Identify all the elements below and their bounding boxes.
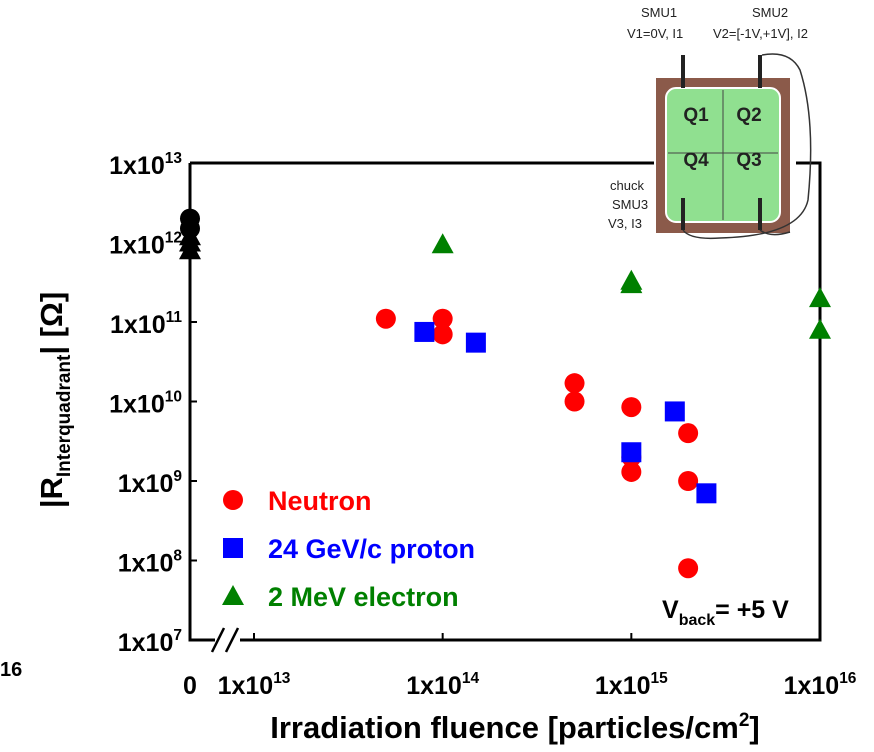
marker-square xyxy=(696,483,717,504)
x-tick-label: 1x1014 xyxy=(406,670,479,700)
marker-circle xyxy=(621,461,642,482)
tick-exponent: 13 xyxy=(273,670,291,687)
marker-triangle xyxy=(431,233,454,254)
tick-base: 1x10 xyxy=(218,672,274,700)
x-axis-label: Irradiation fluence [particles/cm2] xyxy=(270,710,760,745)
marker-square xyxy=(465,332,486,353)
y-tick-label: 1x109 xyxy=(118,468,183,498)
marker-triangle xyxy=(809,318,831,339)
quadrant-label: Q2 xyxy=(736,105,761,126)
tick-base: 1x10 xyxy=(109,232,165,260)
marker-square xyxy=(664,401,685,422)
inset-label: SMU3 xyxy=(612,197,648,212)
axis-break xyxy=(210,627,240,653)
legend-label: 2 MeV electron xyxy=(268,582,459,612)
marker-circle xyxy=(432,308,453,329)
y-label-text: | [Ω] xyxy=(34,292,69,355)
tick-exponent: 13 xyxy=(165,150,183,167)
tick-base: 1x10 xyxy=(118,629,174,657)
tick-base: 1x10 xyxy=(109,152,165,180)
marker-triangle xyxy=(179,239,201,260)
x-label-sup: 2 xyxy=(739,710,750,731)
quadrant-label: Q4 xyxy=(683,150,709,171)
tick-base: 1x10 xyxy=(109,391,165,419)
x-label-text: ] xyxy=(749,710,759,745)
marker-circle xyxy=(432,324,453,345)
tick-exponent: 15 xyxy=(651,670,669,687)
axes xyxy=(188,161,822,653)
tick-base: 1x10 xyxy=(784,672,840,700)
marker-circle xyxy=(678,558,699,579)
wires xyxy=(682,53,812,240)
x-tick-label: 1x1013 xyxy=(218,670,291,700)
inset-label: SMU2 xyxy=(752,5,788,20)
marker-triangle xyxy=(620,273,643,294)
annotation-text: V xyxy=(662,596,679,624)
tick-base: 1x10 xyxy=(118,470,174,498)
plot-frame xyxy=(188,161,822,642)
legend-label: 24 GeV/c proton xyxy=(268,534,475,564)
inset-label: V3, I3 xyxy=(608,216,642,231)
annotation: Vback= +5 V xyxy=(662,596,789,629)
probes xyxy=(681,55,762,230)
quadrant-lines xyxy=(668,90,778,220)
legend-label: Neutron xyxy=(268,486,372,516)
inset-label: chuck xyxy=(610,178,644,193)
tick-base: 1x10 xyxy=(110,311,166,339)
inset-diagram: Q1 Q2 Q4 Q3 SMU1 V1=0V, I1 SMU2 V2=[-1V,… xyxy=(608,5,812,240)
marker-circle xyxy=(678,471,699,491)
marker-circle xyxy=(375,308,396,329)
tick-base: 1x10 xyxy=(118,550,174,578)
tick-exponent: 7 xyxy=(173,627,182,644)
marker-circle xyxy=(564,373,585,394)
marker-square xyxy=(223,538,243,558)
x-tick-label: 0 xyxy=(183,672,197,700)
inset-label: V1=0V, I1 xyxy=(627,26,683,41)
annotation-text: = +5 V xyxy=(715,596,789,624)
marker-circle xyxy=(223,490,243,510)
tick-exponent: 11 xyxy=(166,309,183,326)
marker-circle xyxy=(621,397,642,418)
tick-exponent: 10 xyxy=(165,389,182,406)
cut-label: 16 xyxy=(0,659,22,681)
y-axis-label: |RInterquadrant| [Ω] xyxy=(34,292,75,508)
y-tick-label: 1x107 xyxy=(118,627,182,657)
quadrant-label: Q3 xyxy=(736,150,761,171)
marker-triangle xyxy=(222,585,244,605)
tick-base: 1x10 xyxy=(595,672,651,700)
tick-exponent: 12 xyxy=(165,230,182,247)
inset-label: V2=[-1V,+1V], I2 xyxy=(713,26,808,41)
tick-exponent: 16 xyxy=(839,670,857,687)
tick-exponent: 8 xyxy=(173,548,182,565)
y-tick-label: 1x1013 xyxy=(109,150,182,180)
marker-triangle xyxy=(809,287,831,308)
marker-square xyxy=(621,442,642,463)
y-tick-label: 1x1011 xyxy=(110,309,182,339)
tick-base: 1x10 xyxy=(406,672,462,700)
y-tick-label: 1x108 xyxy=(118,548,183,578)
marker-square xyxy=(414,321,435,342)
x-tick-label: 1x1015 xyxy=(595,670,668,700)
marker-circle xyxy=(564,391,585,412)
y-tick-label: 1x1012 xyxy=(109,230,182,260)
y-label-sub: Interquadrant xyxy=(54,354,75,477)
marker-circle xyxy=(678,423,699,444)
inset-label: SMU1 xyxy=(641,5,677,20)
tick-exponent: 14 xyxy=(462,670,480,687)
tick-exponent: 9 xyxy=(173,468,182,485)
x-tick-label: 1x1016 xyxy=(784,670,857,700)
quadrant-label: Q1 xyxy=(683,105,709,126)
x-label-text: Irradiation fluence [particles/cm xyxy=(270,710,739,745)
annotation-sub: back xyxy=(679,612,716,629)
y-tick-label: 1x1010 xyxy=(109,389,182,419)
y-label-text: |R xyxy=(34,477,69,508)
